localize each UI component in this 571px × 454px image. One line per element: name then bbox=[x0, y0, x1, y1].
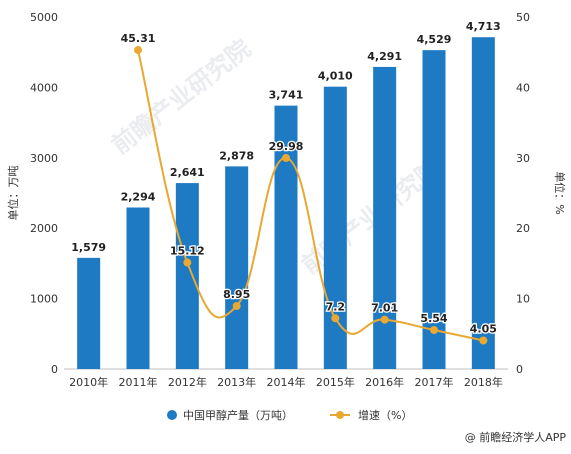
y2-tick-label: 30 bbox=[516, 152, 530, 165]
x-tick-label: 2016年 bbox=[365, 375, 404, 389]
x-tick-label: 2013年 bbox=[217, 375, 256, 389]
growth-point bbox=[430, 325, 438, 334]
line-value-label: 45.31 bbox=[121, 32, 156, 45]
bar bbox=[471, 37, 495, 369]
bar-value-label: 1,579 bbox=[71, 241, 106, 254]
bar bbox=[77, 257, 101, 369]
growth-point bbox=[134, 46, 142, 55]
data-labels: 1,579 2,294 2,641 2,878 3,741 4,010 4,291 4,529… bbox=[71, 20, 501, 337]
source-credit: @ 前瞻经济学人APP bbox=[465, 430, 567, 444]
growth-point bbox=[232, 301, 241, 310]
y2-tick-label: 0 bbox=[516, 363, 523, 376]
growth-point bbox=[380, 315, 389, 324]
bar-value-label: 4,291 bbox=[367, 50, 402, 63]
growth-point bbox=[331, 314, 340, 323]
bar-value-label: 2,294 bbox=[121, 191, 156, 204]
legend-label-growth: 增速（%） bbox=[358, 408, 412, 422]
line-series bbox=[134, 46, 488, 345]
y2-tick-label: 50 bbox=[516, 11, 530, 24]
line-value-label: 7.01 bbox=[371, 302, 398, 315]
y-tick-label: 2000 bbox=[30, 222, 58, 235]
y-tick-label: 0 bbox=[51, 363, 58, 376]
growth-point bbox=[479, 336, 488, 345]
x-tick-label: 2014年 bbox=[267, 375, 306, 389]
line-value-label: 8.95 bbox=[223, 288, 250, 301]
legend-label-production: 中国甲醇产量（万吨） bbox=[183, 408, 293, 422]
y-tick-label: 3000 bbox=[30, 152, 58, 165]
y-tick-label: 4000 bbox=[30, 81, 58, 94]
y2-tick-label: 20 bbox=[516, 222, 530, 235]
y-tick-label: 5000 bbox=[30, 11, 58, 24]
bar bbox=[373, 66, 397, 369]
bar bbox=[323, 86, 347, 370]
x-tick-label: 2012年 bbox=[168, 375, 207, 389]
x-tick-label: 2010年 bbox=[69, 375, 108, 389]
growth-point bbox=[183, 258, 192, 267]
growth-point bbox=[282, 153, 290, 162]
line-value-label: 4.05 bbox=[470, 322, 497, 335]
x-tick-label: 2011年 bbox=[119, 375, 158, 389]
bar-value-label: 2,641 bbox=[170, 166, 205, 179]
legend: 中国甲醇产量（万吨） 增速（%） bbox=[167, 408, 412, 422]
x-tick-label: 2018年 bbox=[464, 375, 503, 389]
y2-axis-label: 单位：% bbox=[553, 171, 567, 214]
bar-value-label: 4,010 bbox=[318, 70, 353, 83]
legend-marker-growth bbox=[336, 411, 344, 419]
bar-value-label: 3,741 bbox=[269, 89, 304, 102]
y2-tick-label: 10 bbox=[516, 293, 530, 306]
bar-value-label: 4,713 bbox=[466, 20, 501, 33]
watermark-text: 前瞻产业研究院 bbox=[106, 34, 256, 159]
y2-tick-label: 40 bbox=[516, 81, 530, 94]
bar bbox=[422, 50, 446, 370]
x-tick-label: 2017年 bbox=[415, 375, 454, 389]
x-tick-label: 2015年 bbox=[316, 375, 355, 389]
line-value-label: 29.98 bbox=[269, 140, 304, 153]
bar-series bbox=[77, 37, 495, 370]
bar bbox=[225, 166, 249, 369]
line-value-label: 5.54 bbox=[420, 312, 447, 325]
legend-marker-production bbox=[167, 410, 177, 420]
line-value-label: 7.2 bbox=[326, 300, 346, 313]
line-value-label: 15.12 bbox=[170, 245, 205, 258]
bar bbox=[126, 207, 150, 369]
bar bbox=[175, 183, 199, 369]
axes-layer: 0 1000 2000 3000 4000 5000 0 10 20 30 40 50 2010年 201… bbox=[6, 11, 567, 389]
bar bbox=[274, 105, 298, 369]
y-axis-label: 单位：万吨 bbox=[6, 166, 20, 221]
y-tick-label: 1000 bbox=[30, 293, 58, 306]
bar-value-label: 2,878 bbox=[219, 149, 254, 162]
bar-value-label: 4,529 bbox=[417, 33, 452, 46]
